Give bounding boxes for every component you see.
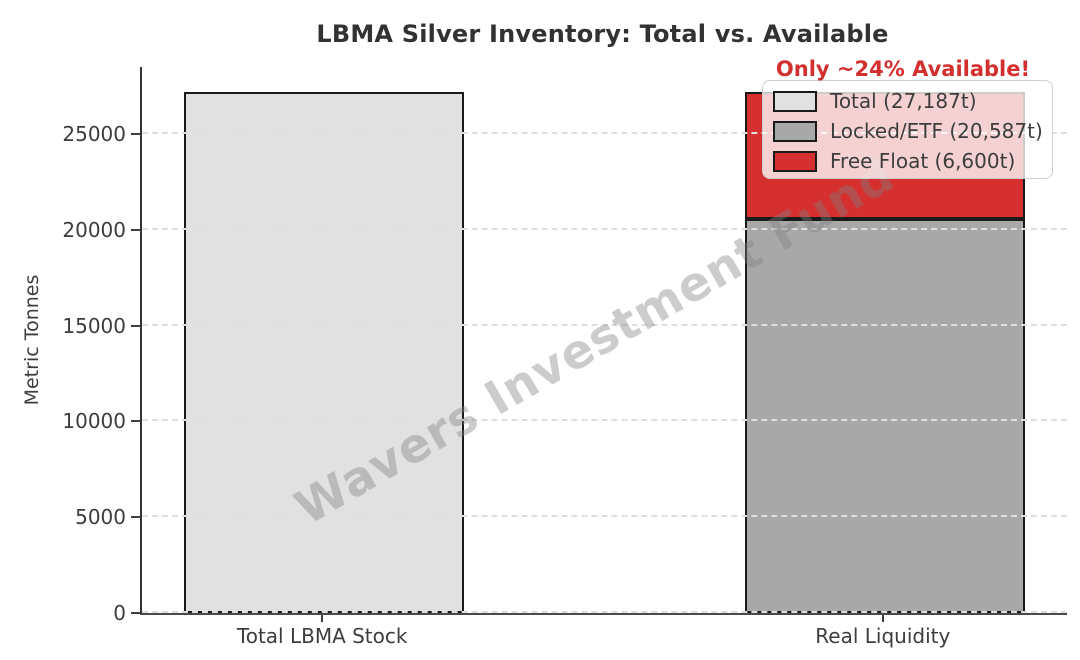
y-tick-mark bbox=[131, 324, 140, 327]
legend-label: Total (27,187t) bbox=[830, 89, 977, 113]
x-tick-label: Real Liquidity bbox=[815, 624, 951, 648]
y-tick-mark bbox=[131, 420, 140, 423]
y-tick-mark bbox=[131, 516, 140, 519]
legend-item: Total (27,187t) bbox=[773, 86, 1052, 116]
y-tick-label: 20000 bbox=[62, 217, 126, 242]
legend-label: Locked/ETF (20,587t) bbox=[830, 119, 1043, 143]
legend-swatch bbox=[773, 90, 817, 112]
y-tick-label: 5000 bbox=[75, 505, 126, 530]
legend-label: Free Float (6,600t) bbox=[830, 149, 1016, 173]
legend-item: Locked/ETF (20,587t) bbox=[773, 116, 1052, 146]
y-axis-label: Metric Tonnes bbox=[21, 274, 43, 406]
gridline bbox=[142, 132, 1067, 135]
chart-title: LBMA Silver Inventory: Total vs. Availab… bbox=[316, 20, 889, 48]
x-tick-label: Total LBMA Stock bbox=[236, 624, 408, 648]
x-tick-mark bbox=[881, 615, 884, 622]
bar-segment bbox=[744, 218, 1025, 613]
legend-rows: Total (27,187t) Locked/ETF (20,587t) Free … bbox=[773, 86, 1052, 176]
gridline bbox=[142, 419, 1067, 422]
legend-swatch bbox=[773, 120, 817, 142]
annotation-text: Only ~24% Available! bbox=[775, 57, 1031, 81]
y-tick-label: 10000 bbox=[62, 409, 126, 434]
y-tick-label: 0 bbox=[113, 601, 126, 625]
y-tick-label: 25000 bbox=[62, 122, 126, 147]
legend-box: Total (27,187t) Locked/ETF (20,587t) Free … bbox=[762, 80, 1053, 179]
y-tick-mark bbox=[131, 612, 140, 614]
y-tick-mark bbox=[131, 228, 140, 231]
legend-swatch bbox=[773, 150, 817, 172]
legend-item: Free Float (6,600t) bbox=[773, 146, 1052, 176]
gridline bbox=[142, 227, 1067, 230]
y-tick-mark bbox=[131, 133, 140, 136]
gridline bbox=[142, 323, 1067, 326]
y-tick-label: 15000 bbox=[62, 313, 126, 338]
x-tick-mark bbox=[321, 615, 324, 622]
gridline bbox=[142, 611, 1067, 613]
gridline bbox=[142, 515, 1067, 518]
bar-segment bbox=[184, 92, 465, 613]
